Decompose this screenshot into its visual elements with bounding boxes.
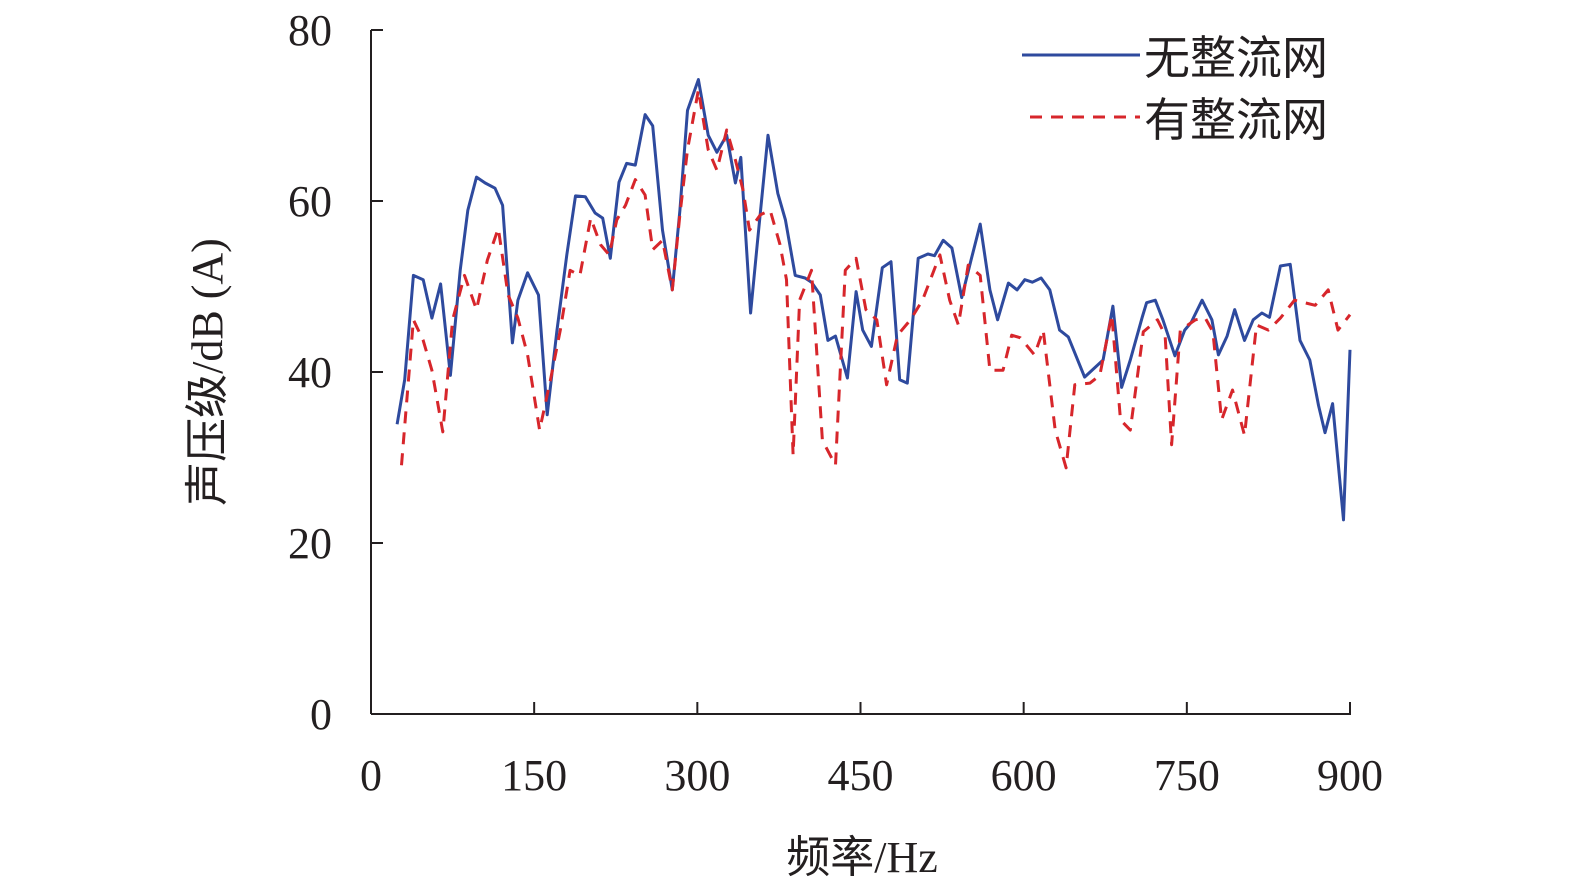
y-tick-label: 60 — [288, 177, 332, 226]
y-axis-label: 声压级/dB (A) — [183, 238, 232, 506]
legend-label-series-1: 无整流网 — [1144, 33, 1328, 84]
ticks: 0 150 300 450 600 750 900 0 20 40 60 80 — [288, 6, 1383, 800]
x-axis-label: 频率/Hz — [786, 833, 938, 882]
legend: 无整流网 有整流网 — [1022, 33, 1328, 146]
x-tick-label: 750 — [1154, 751, 1220, 800]
x-tick-label: 450 — [828, 751, 894, 800]
series-group — [395, 78, 1352, 522]
series-line-2 — [400, 88, 1352, 470]
x-tick-label: 300 — [664, 751, 730, 800]
y-tick-label: 0 — [310, 690, 332, 739]
y-tick-label: 80 — [288, 6, 332, 55]
x-tick-label: 600 — [991, 751, 1057, 800]
x-tick-label: 150 — [501, 751, 567, 800]
legend-label-series-2: 有整流网 — [1144, 95, 1328, 146]
x-tick-label: 900 — [1317, 751, 1383, 800]
x-tick-label: 0 — [360, 751, 382, 800]
y-tick-label: 40 — [288, 348, 332, 397]
y-tick-label: 20 — [288, 519, 332, 568]
